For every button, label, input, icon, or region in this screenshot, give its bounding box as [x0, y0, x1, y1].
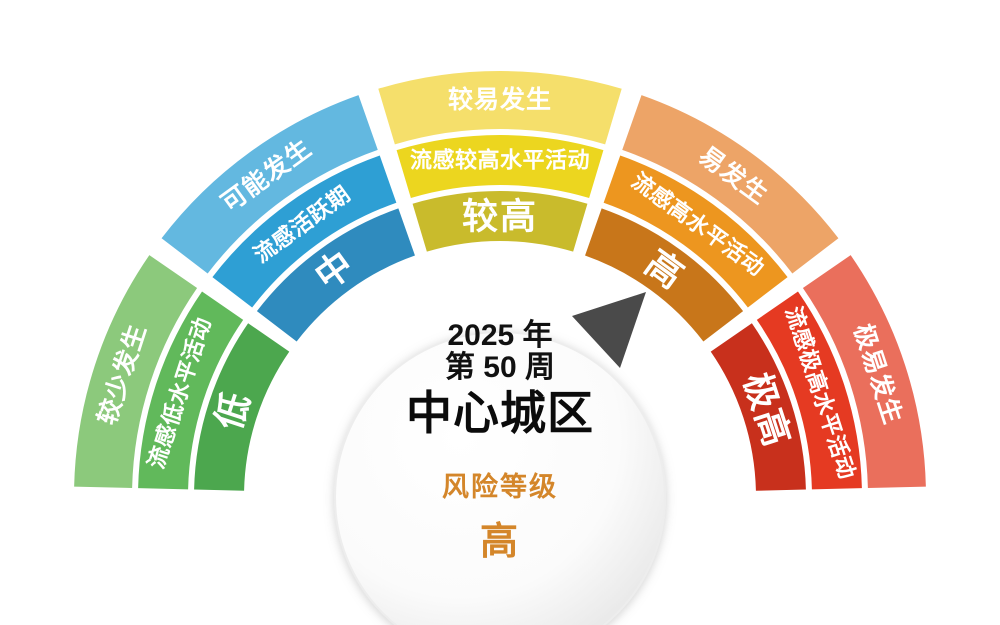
gauge-bands: [74, 71, 926, 491]
gauge-band-低-mid: [138, 291, 244, 490]
gauge-band-极高-outer: [802, 255, 926, 489]
gauge-hub: [334, 331, 666, 625]
gauge-band-高-inner: [585, 208, 744, 342]
band-label-较高-mid: 流感较高水平活动: [410, 148, 590, 173]
band-label-较高-outer: 较易发生: [448, 85, 552, 114]
gauge-band-高-mid: [603, 155, 788, 308]
gauge-band-较高-mid: [396, 135, 604, 199]
band-label-较高-inner: 较高: [462, 196, 538, 237]
gauge-band-较高-outer: [378, 71, 622, 145]
gauge-band-中-mid: [212, 155, 397, 308]
gauge-band-极高-inner: [710, 323, 806, 491]
gauge-needle: [572, 292, 646, 368]
gauge-band-极高-mid: [756, 291, 862, 490]
gauge-band-较高-inner: [412, 191, 588, 252]
gauge-band-低-outer: [74, 255, 198, 489]
gauge-band-高-outer: [622, 95, 839, 274]
gauge-band-低-inner: [194, 323, 290, 491]
gauge-band-中-outer: [161, 95, 378, 274]
gauge-band-中-inner: [256, 208, 415, 342]
